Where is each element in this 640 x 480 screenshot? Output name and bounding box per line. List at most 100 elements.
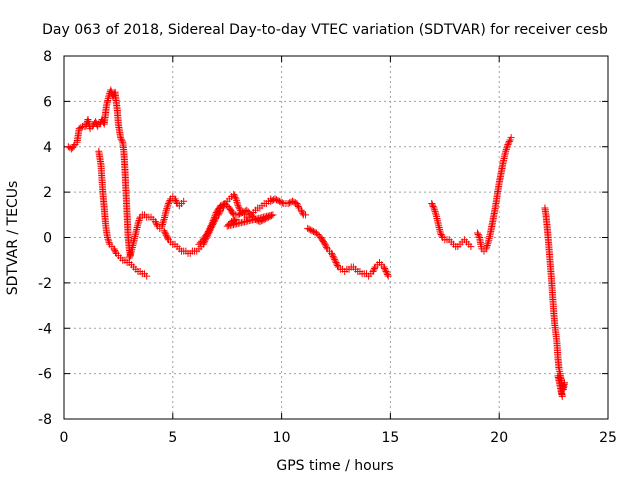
data-point-marker — [221, 199, 229, 207]
data-point-marker — [163, 205, 171, 213]
data-point-marker — [275, 197, 283, 205]
data-point-marker — [267, 197, 275, 205]
data-point-marker — [117, 135, 125, 143]
data-point-marker — [211, 212, 219, 220]
x-tick-label: 5 — [168, 430, 177, 446]
y-tick-label: 8 — [43, 49, 52, 65]
data-point-marker — [203, 230, 211, 238]
data-point-marker — [294, 201, 302, 209]
data-point-marker — [162, 206, 170, 214]
data-point-marker — [158, 220, 166, 228]
data-point-marker — [232, 215, 240, 223]
x-tick-label: 10 — [273, 430, 291, 446]
data-point-marker — [241, 207, 249, 215]
data-point-marker — [484, 240, 492, 248]
data-point-marker — [126, 251, 134, 259]
data-point-marker — [134, 220, 142, 228]
data-point-marker — [92, 119, 100, 127]
data-point-marker — [158, 222, 166, 230]
data-point-marker — [159, 219, 167, 227]
chart-title: Day 063 of 2018, Sidereal Day-to-day VTE… — [42, 22, 608, 38]
data-point-marker — [223, 222, 231, 230]
data-point-marker — [77, 123, 85, 131]
data-point-marker — [160, 227, 168, 235]
data-point-marker — [308, 227, 316, 235]
data-point-marker — [331, 255, 339, 263]
data-points — [64, 86, 568, 400]
data-point-marker — [430, 206, 438, 214]
data-point-marker — [230, 190, 238, 198]
data-point-marker — [329, 252, 337, 260]
data-point-marker — [229, 209, 237, 217]
data-point-marker — [383, 269, 391, 277]
data-point-marker — [369, 268, 377, 276]
data-point-marker — [438, 232, 446, 240]
data-point-marker — [431, 207, 439, 215]
data-point-marker — [195, 240, 203, 248]
data-point-marker — [171, 195, 179, 203]
data-point-marker — [118, 137, 126, 145]
data-point-marker — [233, 198, 241, 206]
data-point-marker — [164, 234, 172, 242]
data-point-marker — [430, 204, 438, 212]
data-point-marker — [437, 230, 445, 238]
data-point-marker — [208, 220, 216, 228]
data-point-marker — [117, 134, 125, 142]
data-point-marker — [505, 139, 513, 147]
data-point-marker — [302, 211, 310, 219]
data-point-marker — [244, 208, 252, 216]
data-point-marker — [310, 227, 318, 235]
data-point-marker — [312, 229, 320, 237]
data-point-marker — [210, 213, 218, 221]
data-point-marker — [502, 147, 510, 155]
data-point-marker — [428, 201, 436, 209]
data-point-marker — [556, 374, 564, 382]
data-point-marker — [370, 265, 378, 273]
data-point-marker — [328, 251, 336, 259]
data-point-marker — [234, 200, 242, 208]
data-point-marker — [483, 241, 491, 249]
x-tick-label: 25 — [599, 430, 617, 446]
data-point-marker — [196, 239, 204, 247]
data-point-marker — [333, 260, 341, 268]
data-point-marker — [298, 208, 306, 216]
data-point-marker — [225, 221, 233, 229]
data-point-marker — [332, 258, 340, 266]
data-point-marker — [482, 245, 490, 253]
data-point-marker — [314, 230, 322, 238]
data-point-marker — [236, 210, 244, 218]
data-point-marker — [232, 195, 240, 203]
data-point-marker — [210, 215, 218, 223]
data-point-marker — [502, 146, 510, 154]
data-point-marker — [164, 199, 172, 207]
data-point-marker — [135, 218, 143, 226]
x-tick-label: 15 — [381, 430, 399, 446]
data-point-marker — [222, 201, 230, 209]
data-point-marker — [380, 263, 388, 271]
axis-ticks: 0 5 10 15 20 25 -8 -6 -4 -2 0 2 4 6 8 — [38, 49, 617, 446]
data-point-marker — [432, 209, 440, 217]
data-point-marker — [161, 228, 169, 236]
data-point-marker — [212, 210, 220, 218]
data-point-marker — [483, 243, 491, 251]
data-point-marker — [209, 218, 217, 226]
data-point-marker — [384, 272, 392, 280]
data-point-marker — [278, 199, 286, 207]
data-point-marker — [206, 224, 214, 232]
data-point-marker — [273, 196, 281, 204]
data-point-marker — [162, 231, 170, 239]
data-point-marker — [151, 218, 159, 226]
data-point-marker — [507, 134, 515, 142]
x-tick-label: 0 — [60, 430, 69, 446]
y-tick-label: 2 — [43, 185, 52, 201]
y-tick-label: -2 — [38, 276, 52, 292]
data-point-marker — [382, 268, 390, 276]
data-point-marker — [474, 230, 482, 238]
data-point-marker — [180, 197, 188, 205]
data-point-marker — [320, 239, 328, 247]
data-point-marker — [232, 197, 240, 205]
data-point-marker — [290, 198, 298, 206]
data-point-marker — [370, 266, 378, 274]
data-point-marker — [473, 229, 481, 237]
data-point-marker — [237, 209, 245, 217]
